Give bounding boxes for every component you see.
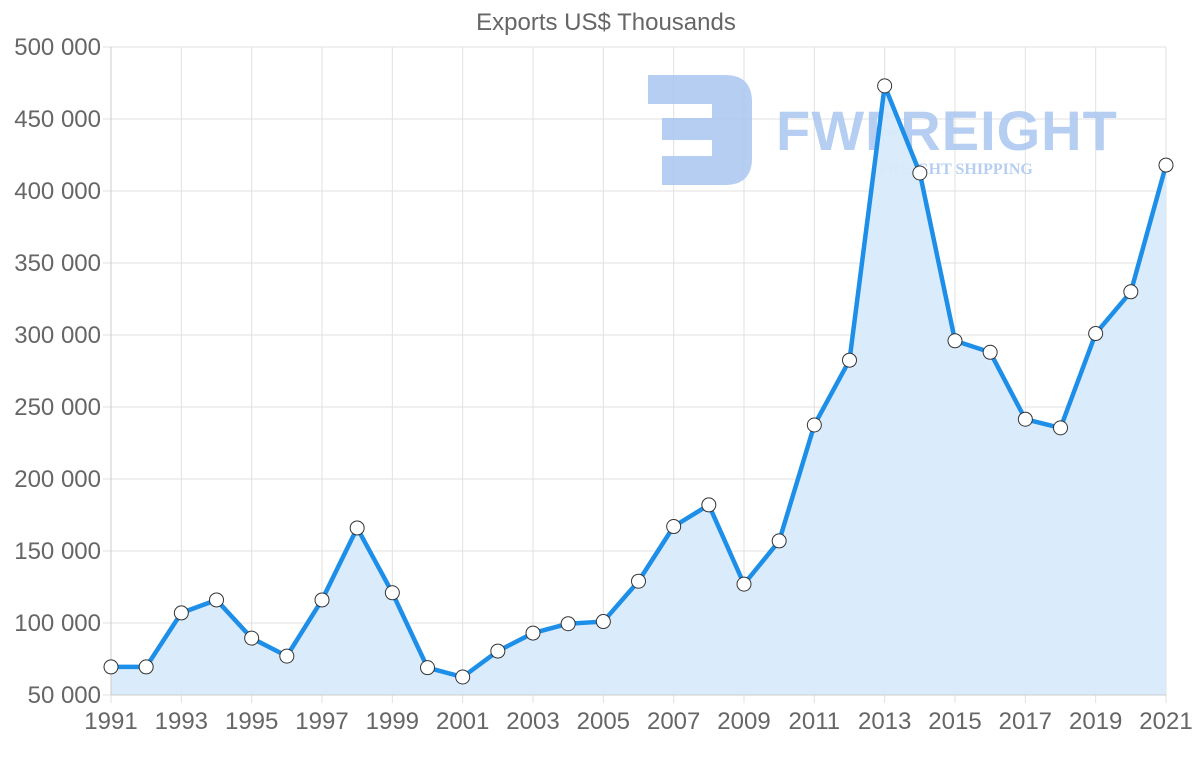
y-tick-label: 50 000 (28, 682, 101, 709)
data-point-2004[interactable] (560, 616, 576, 632)
data-point-1996[interactable] (279, 648, 295, 664)
x-tick-label: 2003 (506, 708, 559, 735)
data-point-2012[interactable] (842, 352, 857, 368)
x-tick-label: 2013 (858, 708, 911, 735)
data-point-2021[interactable] (1158, 157, 1174, 173)
y-tick-label: 150 000 (14, 538, 101, 565)
y-tick-label: 100 000 (14, 610, 101, 637)
data-point-2001[interactable] (455, 669, 471, 685)
watermark: FWFREIGHT FREIGHT SHIPPING (648, 75, 1118, 185)
data-point-2006[interactable] (631, 573, 646, 589)
y-tick-label: 450 000 (14, 106, 101, 133)
chart-title: Exports US$ Thousands (476, 9, 736, 36)
x-tick-label: 2007 (647, 708, 700, 735)
data-point-2005[interactable] (595, 614, 611, 630)
data-point-2018[interactable] (1053, 420, 1068, 436)
data-point-1994[interactable] (209, 592, 224, 608)
x-tick-label: 1993 (155, 708, 208, 735)
data-point-2009[interactable] (736, 576, 752, 592)
y-axis-labels: 50 000 100 000 150 000 200 000 250 000 300 00… (14, 34, 101, 709)
data-point-2016[interactable] (982, 344, 998, 360)
data-point-2019[interactable] (1088, 326, 1104, 342)
data-point-1997[interactable] (314, 592, 330, 608)
x-tick-label: 2005 (577, 708, 630, 735)
data-points (103, 78, 1174, 685)
data-point-2017[interactable] (1017, 411, 1033, 427)
data-point-2008[interactable] (701, 497, 717, 513)
y-tick-label: 500 000 (14, 34, 101, 61)
data-point-1993[interactable] (173, 605, 189, 621)
x-tick-label: 2009 (717, 708, 770, 735)
data-point-2010[interactable] (771, 533, 787, 549)
data-point-2003[interactable] (525, 625, 541, 641)
data-point-2013[interactable] (877, 78, 893, 94)
y-tick-label: 350 000 (14, 250, 101, 277)
x-tick-label: 2001 (436, 708, 489, 735)
data-point-2015[interactable] (947, 333, 963, 349)
data-point-2002[interactable] (490, 643, 506, 659)
data-point-2020[interactable] (1123, 284, 1139, 300)
x-tick-label: 1999 (366, 708, 419, 735)
x-tick-label: 2015 (928, 708, 981, 735)
fw-logo-icon (648, 75, 752, 185)
data-point-2007[interactable] (666, 519, 682, 535)
data-point-1998[interactable] (349, 520, 365, 536)
data-point-2000[interactable] (420, 660, 435, 676)
watermark-brand: FWFREIGHT (776, 99, 1118, 162)
y-tick-label: 400 000 (14, 178, 101, 205)
data-point-2011[interactable] (806, 417, 822, 433)
x-axis-labels: 1991 1993 1995 1997 1999 2001 2003 2005 2007 2009… (84, 708, 1192, 735)
x-tick-label: 1997 (295, 708, 348, 735)
x-tick-label: 2021 (1139, 708, 1192, 735)
area-fill (111, 85, 1166, 695)
x-tick-label: 2017 (999, 708, 1052, 735)
data-point-1991[interactable] (103, 659, 119, 675)
y-gridlines (103, 46, 1166, 696)
x-tick-label: 1995 (225, 708, 278, 735)
data-point-1999[interactable] (384, 585, 400, 601)
data-point-1992[interactable] (138, 659, 154, 675)
x-tick-label: 2011 (789, 708, 841, 735)
x-tick-label: 1991 (84, 708, 137, 735)
data-point-1995[interactable] (244, 630, 260, 646)
y-tick-label: 200 000 (14, 466, 101, 493)
y-tick-label: 250 000 (14, 394, 101, 421)
x-tick-label: 2019 (1069, 708, 1122, 735)
data-point-2014[interactable] (912, 165, 928, 181)
y-tick-label: 300 000 (14, 322, 101, 349)
axes (110, 47, 1166, 696)
